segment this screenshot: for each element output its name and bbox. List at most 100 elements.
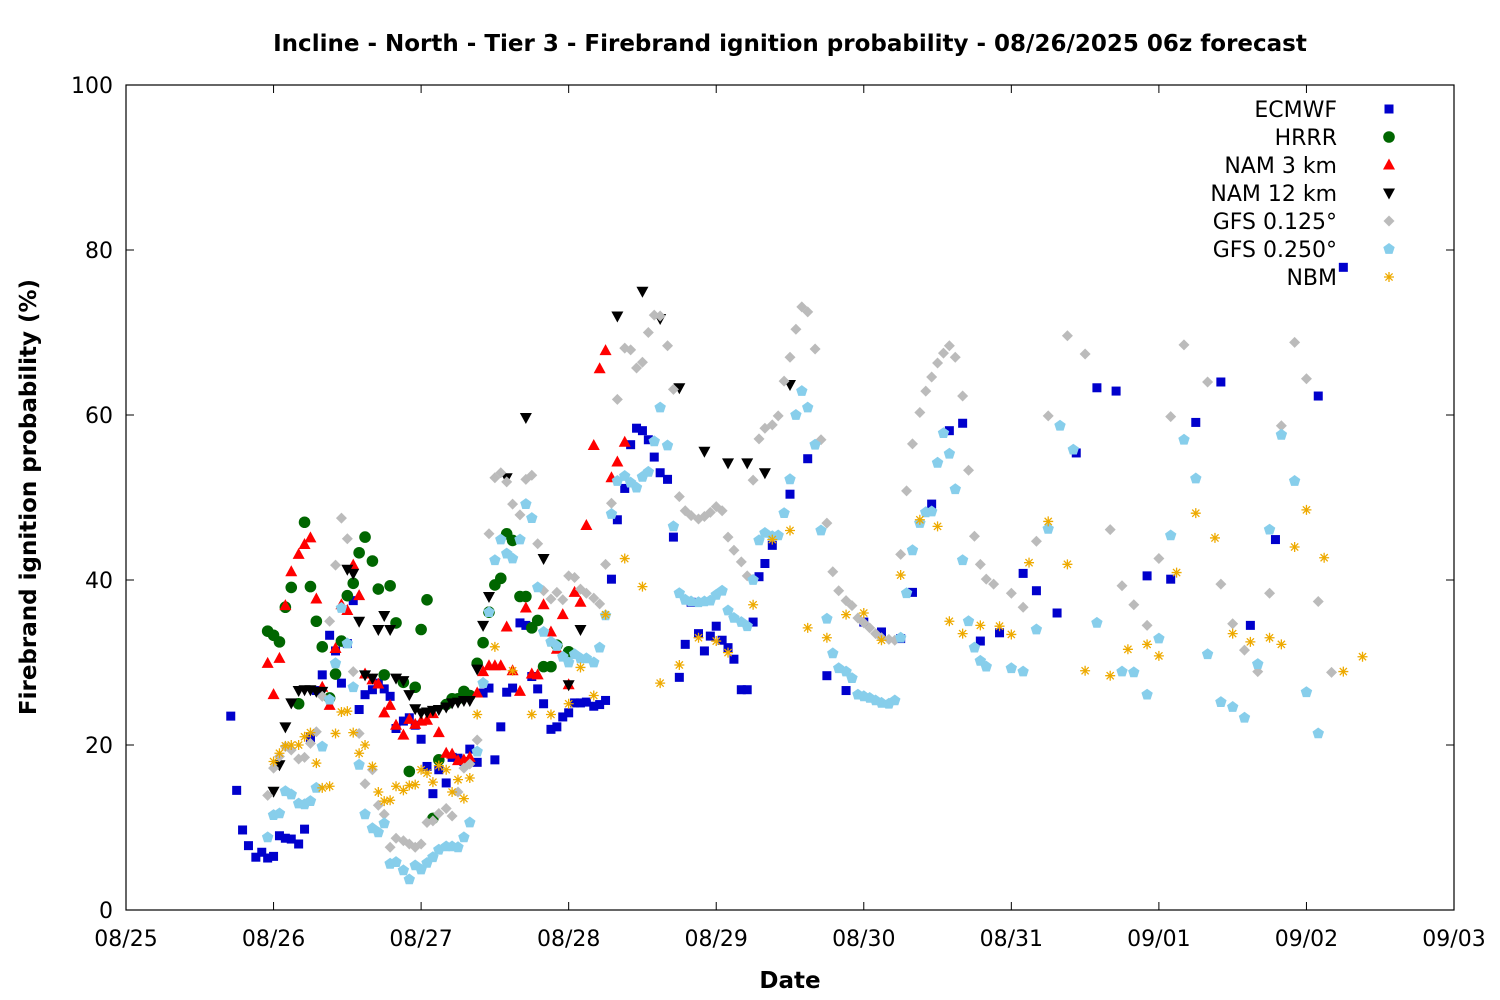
data-point — [432, 726, 445, 738]
data-point — [263, 853, 273, 863]
data-point — [422, 761, 432, 771]
data-point — [900, 587, 913, 599]
data-point — [285, 698, 298, 710]
data-point — [574, 595, 587, 607]
data-point — [483, 528, 495, 540]
data-point — [636, 286, 649, 298]
legend-label: ECMWF — [1254, 98, 1337, 123]
data-point — [821, 517, 833, 529]
data-point — [790, 409, 802, 420]
data-point — [410, 779, 421, 790]
data-point — [1153, 650, 1164, 661]
data-point — [537, 626, 550, 637]
data-point — [267, 688, 280, 700]
data-point — [551, 640, 563, 651]
data-point — [452, 841, 464, 853]
data-point — [767, 540, 777, 550]
data-point — [1338, 666, 1349, 677]
data-point — [663, 474, 673, 484]
data-point — [957, 628, 968, 639]
data-point — [648, 435, 660, 447]
data-point — [421, 713, 434, 725]
data-point — [588, 592, 600, 604]
data-point — [858, 608, 869, 618]
data-point — [595, 700, 605, 710]
data-point — [1300, 686, 1313, 698]
data-point — [353, 758, 365, 770]
data-point — [446, 810, 458, 822]
data-point — [1289, 542, 1300, 552]
data-point — [698, 510, 710, 522]
data-point — [483, 606, 495, 617]
x-tick-label: 08/30 — [832, 927, 895, 952]
data-point — [673, 383, 686, 395]
data-point — [471, 686, 484, 698]
data-point — [531, 668, 544, 680]
data-point — [1043, 516, 1054, 527]
data-point — [580, 587, 592, 599]
data-point — [968, 530, 980, 542]
data-point — [876, 627, 886, 637]
x-axis-label: Date — [759, 968, 820, 994]
data-point — [304, 580, 317, 593]
data-point — [693, 632, 704, 643]
data-point — [310, 592, 323, 604]
data-point — [279, 722, 292, 734]
data-point — [433, 807, 445, 819]
data-point — [397, 864, 410, 876]
data-point — [506, 552, 519, 564]
data-point — [1276, 639, 1287, 650]
data-point — [1042, 410, 1054, 422]
x-tick-label: 09/03 — [1422, 927, 1485, 952]
x-tick-label: 09/01 — [1127, 927, 1190, 952]
data-point — [927, 499, 937, 509]
data-point — [655, 678, 666, 689]
data-point — [631, 362, 643, 374]
data-point — [298, 538, 311, 550]
data-point — [587, 439, 600, 451]
data-point — [359, 808, 371, 820]
legend-label: HRRR — [1275, 126, 1337, 151]
data-point — [747, 474, 759, 486]
data-point — [1017, 601, 1029, 613]
legend-marker-hrrr — [1383, 131, 1395, 143]
data-point — [600, 609, 611, 620]
data-point — [471, 734, 483, 746]
data-point — [914, 407, 926, 419]
data-point — [325, 630, 335, 640]
data-point — [1080, 665, 1091, 676]
data-point — [372, 677, 385, 689]
data-point — [1313, 391, 1323, 401]
data-point — [279, 599, 292, 611]
y-tick-label: 0 — [99, 899, 113, 924]
data-point — [348, 596, 358, 606]
data-point — [741, 620, 753, 632]
data-point — [630, 481, 643, 493]
data-point — [841, 686, 851, 696]
data-point — [243, 841, 253, 851]
data-point — [618, 435, 631, 447]
data-point — [398, 785, 409, 796]
data-point — [268, 762, 280, 774]
data-point — [354, 748, 365, 759]
data-point — [699, 646, 709, 656]
data-point — [409, 717, 422, 729]
data-point — [748, 617, 758, 627]
data-point — [1275, 420, 1287, 432]
data-point — [477, 620, 490, 632]
data-point — [359, 670, 372, 682]
data-point — [906, 544, 919, 556]
data-point — [378, 669, 391, 681]
legend-marker-nbm — [1384, 272, 1394, 282]
data-point — [378, 808, 390, 820]
data-point — [472, 709, 483, 720]
data-point — [975, 620, 986, 631]
data-point — [802, 622, 813, 633]
data-point — [464, 773, 475, 783]
data-point — [809, 343, 821, 355]
data-point — [772, 529, 784, 541]
x-tick-label: 08/27 — [389, 927, 452, 952]
data-point — [1245, 636, 1256, 647]
data-point — [353, 616, 366, 628]
data-point — [1091, 616, 1103, 628]
